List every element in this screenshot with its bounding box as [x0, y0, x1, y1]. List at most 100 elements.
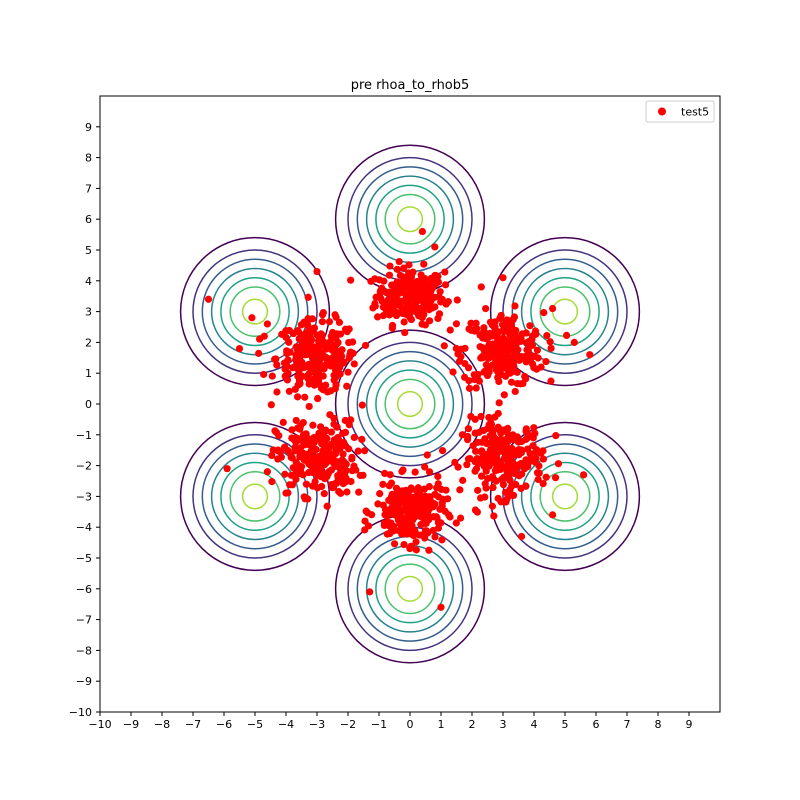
- data-point: [407, 506, 415, 514]
- y-tick-label: −4: [76, 521, 92, 534]
- x-tick-label: −8: [154, 718, 170, 731]
- x-tick-label: 8: [655, 718, 662, 731]
- data-point: [537, 363, 545, 371]
- data-point: [491, 324, 499, 332]
- data-point: [273, 361, 281, 369]
- data-point: [263, 468, 271, 476]
- data-point: [526, 450, 534, 458]
- contour-ring: [210, 267, 300, 356]
- data-point: [444, 495, 452, 503]
- data-point: [393, 265, 401, 273]
- data-point: [554, 460, 563, 468]
- data-point: [499, 274, 507, 282]
- data-point: [323, 388, 332, 396]
- data-point: [291, 385, 299, 393]
- data-point: [499, 481, 508, 489]
- x-tick-label: −1: [371, 718, 387, 731]
- contour-ring: [489, 236, 641, 387]
- data-point: [360, 447, 369, 455]
- data-point: [476, 343, 484, 351]
- contour-layer: [179, 144, 641, 664]
- data-point: [547, 377, 555, 385]
- y-tick-label: 2: [85, 336, 92, 349]
- data-point: [503, 428, 511, 436]
- data-point: [394, 309, 402, 318]
- data-point: [549, 511, 557, 519]
- data-point: [521, 352, 529, 361]
- data-point: [425, 546, 433, 554]
- data-point: [418, 513, 427, 521]
- data-point: [402, 502, 410, 510]
- data-point: [471, 447, 480, 455]
- data-point: [385, 271, 394, 279]
- data-point: [543, 331, 551, 340]
- data-point: [479, 452, 487, 460]
- data-point: [294, 327, 302, 335]
- x-tick-label: 1: [438, 718, 445, 731]
- data-point: [467, 319, 475, 327]
- data-point: [476, 331, 484, 339]
- data-point: [271, 355, 279, 363]
- x-tick-label: 6: [593, 718, 600, 731]
- data-point: [379, 480, 387, 488]
- data-point: [461, 344, 469, 352]
- contour-ring: [241, 483, 269, 510]
- data-point: [505, 474, 513, 483]
- contour-ring: [241, 298, 269, 325]
- data-point: [523, 346, 531, 354]
- contour-ring: [396, 206, 424, 233]
- data-point: [465, 384, 474, 392]
- data-point: [464, 425, 473, 433]
- data-point: [323, 502, 331, 510]
- data-point: [487, 419, 495, 427]
- data-point: [434, 314, 442, 323]
- data-point: [497, 498, 505, 506]
- data-point: [437, 603, 445, 611]
- contour-ring: [511, 258, 619, 365]
- data-point: [387, 519, 395, 527]
- data-point: [383, 289, 391, 297]
- data-point: [402, 521, 410, 529]
- data-point: [392, 490, 400, 499]
- data-point: [513, 379, 521, 388]
- contour-ring: [539, 471, 591, 522]
- data-point: [395, 514, 403, 522]
- data-point: [331, 384, 339, 393]
- data-point: [309, 421, 317, 429]
- contour-ring: [520, 452, 610, 541]
- data-point: [404, 512, 412, 521]
- data-point: [474, 438, 482, 446]
- data-point: [282, 489, 290, 497]
- legend: test5: [645, 100, 715, 123]
- data-point: [306, 333, 315, 342]
- y-tick-label: 3: [85, 306, 92, 319]
- data-point: [289, 464, 297, 472]
- data-point: [499, 363, 507, 372]
- data-point: [327, 428, 335, 436]
- data-point: [268, 451, 276, 460]
- data-point: [495, 399, 503, 407]
- data-point: [285, 326, 293, 335]
- data-point: [540, 309, 548, 317]
- x-tick-label: 3: [500, 718, 507, 731]
- y-tick-label: −9: [76, 675, 92, 688]
- data-point: [477, 283, 485, 291]
- data-point: [383, 511, 391, 519]
- data-point: [482, 484, 490, 492]
- data-point: [338, 359, 347, 367]
- data-point: [343, 328, 351, 336]
- data-point: [518, 330, 526, 338]
- data-point: [507, 321, 516, 330]
- x-tick-label: 7: [624, 718, 631, 731]
- y-tick-label: −2: [76, 460, 92, 473]
- data-point: [279, 418, 287, 427]
- data-point: [456, 514, 465, 522]
- contour-ring: [551, 483, 579, 510]
- data-point: [329, 328, 337, 337]
- data-point: [477, 472, 486, 480]
- data-point: [586, 351, 594, 359]
- data-point: [385, 482, 393, 490]
- data-point: [398, 530, 406, 538]
